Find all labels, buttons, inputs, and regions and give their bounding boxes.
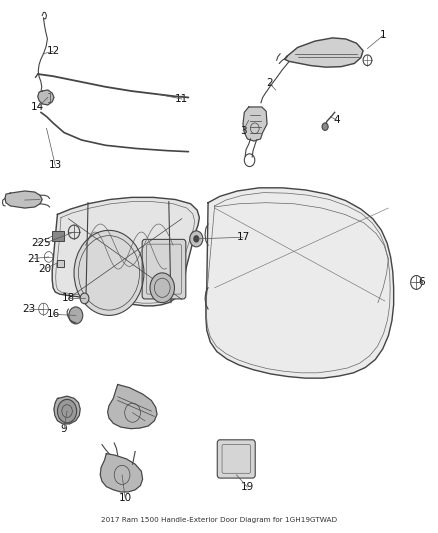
Text: 2017 Ram 1500 Handle-Exterior Door Diagram for 1GH19GTWAD: 2017 Ram 1500 Handle-Exterior Door Diagr… [101,516,337,523]
Text: 13: 13 [49,160,62,171]
Circle shape [322,123,328,131]
FancyBboxPatch shape [147,244,181,294]
Text: 12: 12 [46,46,60,56]
Text: 23: 23 [22,304,36,314]
Polygon shape [38,90,54,105]
FancyBboxPatch shape [142,239,186,299]
FancyBboxPatch shape [222,445,251,473]
Circle shape [80,293,89,304]
Circle shape [69,307,83,324]
Text: 5: 5 [43,238,50,247]
Text: 19: 19 [241,482,254,492]
Text: 16: 16 [46,309,60,319]
Text: 20: 20 [38,264,51,274]
Polygon shape [206,188,394,378]
Circle shape [74,230,144,316]
Text: 21: 21 [27,254,40,263]
Polygon shape [243,107,267,141]
Polygon shape [52,197,199,306]
Polygon shape [54,396,80,424]
Text: 3: 3 [240,126,246,136]
Text: 11: 11 [175,94,188,104]
Text: 1: 1 [379,30,386,41]
Text: 7: 7 [141,416,148,426]
Text: 15: 15 [18,195,32,205]
Polygon shape [108,384,157,429]
Text: 9: 9 [61,424,67,434]
Circle shape [193,235,199,243]
Circle shape [150,273,174,303]
Text: 2: 2 [266,78,272,88]
Circle shape [57,399,77,423]
Text: 17: 17 [237,232,250,243]
Bar [52,231,64,241]
Polygon shape [285,38,363,67]
Text: 10: 10 [119,492,132,503]
Text: 4: 4 [334,115,340,125]
Text: 14: 14 [31,102,44,112]
Bar [57,260,64,266]
FancyBboxPatch shape [217,440,255,478]
Text: 6: 6 [419,278,425,287]
Text: 18: 18 [62,293,75,303]
Polygon shape [100,454,143,492]
Circle shape [190,231,203,247]
Polygon shape [5,191,42,208]
Text: 22: 22 [31,238,44,247]
